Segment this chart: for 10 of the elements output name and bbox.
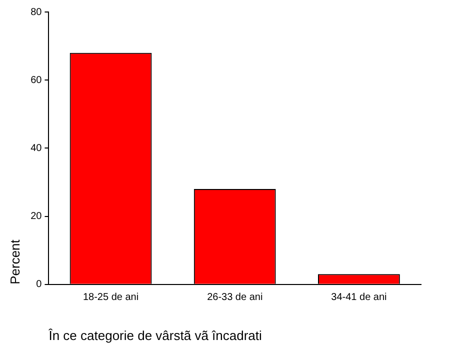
y-tick-label: 40	[30, 142, 42, 154]
x-tick-label: 34-41 de ani	[331, 292, 387, 304]
y-tick-label: 20	[30, 211, 42, 222]
x-tick-label: 18-25 de ani	[82, 292, 139, 304]
y-axis-title: Percent	[7, 239, 22, 284]
x-tick-label: 26-33 de ani	[207, 292, 263, 304]
y-tick-label: 0	[36, 279, 42, 290]
y-tick-label: 60	[30, 74, 42, 86]
y-tick-label: 80	[30, 6, 42, 18]
x-axis-title: În ce categorie de vârstã vã încadrati	[48, 328, 262, 343]
